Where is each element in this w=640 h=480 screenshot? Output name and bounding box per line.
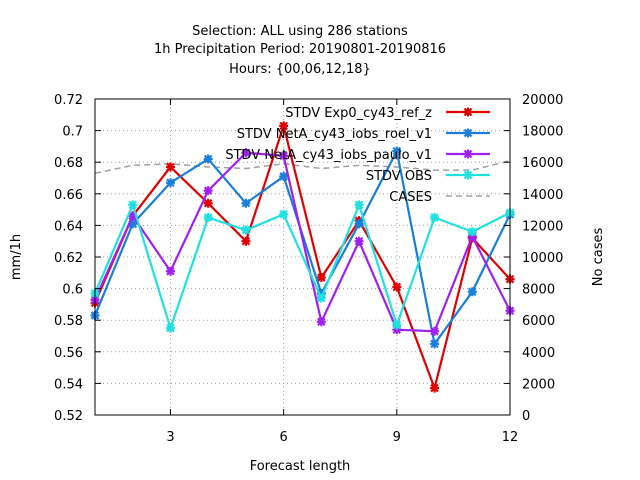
series-line <box>93 147 511 347</box>
data-point <box>430 339 440 349</box>
data-point <box>392 282 402 292</box>
y2-tick-label: 18000 <box>522 125 563 140</box>
series-3 <box>90 200 515 333</box>
data-point <box>165 178 175 188</box>
data-point <box>241 225 251 235</box>
data-point <box>279 209 289 219</box>
data-point <box>430 326 440 336</box>
y2-tick-label: 20000 <box>522 93 563 108</box>
y-axis-label: mm/1h <box>9 234 24 280</box>
legend-marker <box>463 107 473 117</box>
series-line <box>93 151 511 333</box>
y-tick-label: 0.54 <box>54 377 83 392</box>
data-point <box>203 213 213 222</box>
data-point <box>241 148 251 158</box>
legend-label: STDV OBS <box>366 169 432 184</box>
x-axis-label: Forecast length <box>250 459 351 474</box>
y2-tick-label: 4000 <box>522 346 555 361</box>
data-point <box>203 154 213 164</box>
series-line <box>94 159 511 174</box>
y2-tick-label: 2000 <box>522 377 555 392</box>
data-point <box>203 198 213 208</box>
data-point <box>316 293 326 303</box>
y2-tick-label: 10000 <box>522 251 563 266</box>
series-line <box>93 201 511 332</box>
data-point <box>279 151 289 161</box>
x-tick-label: 6 <box>279 430 287 445</box>
legend-marker <box>463 128 473 138</box>
data-point <box>392 146 402 156</box>
x-tick-label: 3 <box>166 430 174 445</box>
data-point <box>354 219 364 229</box>
y2-tick-label: 14000 <box>522 188 563 203</box>
y2-tick-label: 12000 <box>522 219 563 234</box>
data-point <box>316 288 326 298</box>
data-point <box>430 383 440 393</box>
y-tick-label: 0.64 <box>54 219 83 234</box>
legend-label: STDV NetA_cy43_iobs_roel_v1 <box>237 127 432 142</box>
title-line-3: Hours: {00,06,12,18} <box>229 62 371 77</box>
legend-marker <box>463 170 473 180</box>
series-layer <box>90 121 515 393</box>
series-line <box>93 121 511 392</box>
data-point <box>467 231 477 241</box>
legend: STDV Exp0_cy43_ref_z STDV NetA_cy43_iobs_… <box>225 106 490 205</box>
data-point <box>128 219 138 229</box>
data-point <box>392 325 402 335</box>
y-tick-label: 0.62 <box>54 251 83 266</box>
y-tick-label: 0.72 <box>54 93 83 108</box>
y-tick-label: 0.58 <box>54 314 83 329</box>
y-tick-label: 0.68 <box>54 156 83 171</box>
data-point <box>467 227 477 237</box>
data-point <box>354 200 364 210</box>
y2-tick-label: 8000 <box>522 283 555 298</box>
x-tick-label: 9 <box>393 430 401 445</box>
data-point <box>203 186 213 196</box>
y2-tick-label: 16000 <box>522 156 563 171</box>
data-point <box>279 171 289 181</box>
data-point <box>354 236 364 246</box>
y-tick-label: 0.6 <box>62 283 83 298</box>
data-point <box>241 236 251 246</box>
data-point <box>316 273 326 283</box>
data-point <box>279 121 289 131</box>
y-tick-label: 0.7 <box>62 125 83 140</box>
y2-tick-label: 6000 <box>522 314 555 329</box>
data-point <box>165 323 175 333</box>
legend-marker <box>463 149 473 159</box>
data-point <box>128 211 138 221</box>
legend-label: STDV Exp0_cy43_ref_z <box>285 106 432 121</box>
data-point <box>241 198 251 208</box>
legend-label: CASES <box>389 190 432 205</box>
y2-axis-label: No cases <box>591 228 606 287</box>
y-tick-label: 0.66 <box>54 188 83 203</box>
title-line-2: 1h Precipitation Period: 20190801-201908… <box>154 42 446 57</box>
legend-label: STDV NetA_cy43_iobs_paulo_v1 <box>225 148 432 163</box>
data-point <box>128 200 138 210</box>
data-point <box>165 162 175 172</box>
series-2 <box>90 148 515 336</box>
series-4 <box>94 159 511 174</box>
data-point <box>467 287 477 297</box>
chart-title: Selection: ALL using 286 stations 1h Pre… <box>154 24 446 77</box>
data-point <box>316 317 326 327</box>
y-tick-label: 0.56 <box>54 346 83 361</box>
axis-ticks: 0.52 0.54 0.56 0.58 0.6 0.62 0.64 0.66 0.68 0.7 0.… <box>54 93 563 445</box>
data-point <box>165 266 175 276</box>
data-point <box>430 213 440 222</box>
x-tick-label: 12 <box>502 430 519 445</box>
y2-tick-label: 0 <box>522 409 530 424</box>
title-line-1: Selection: ALL using 286 stations <box>192 24 408 39</box>
y-tick-label: 0.52 <box>54 409 83 424</box>
data-point <box>392 320 402 330</box>
